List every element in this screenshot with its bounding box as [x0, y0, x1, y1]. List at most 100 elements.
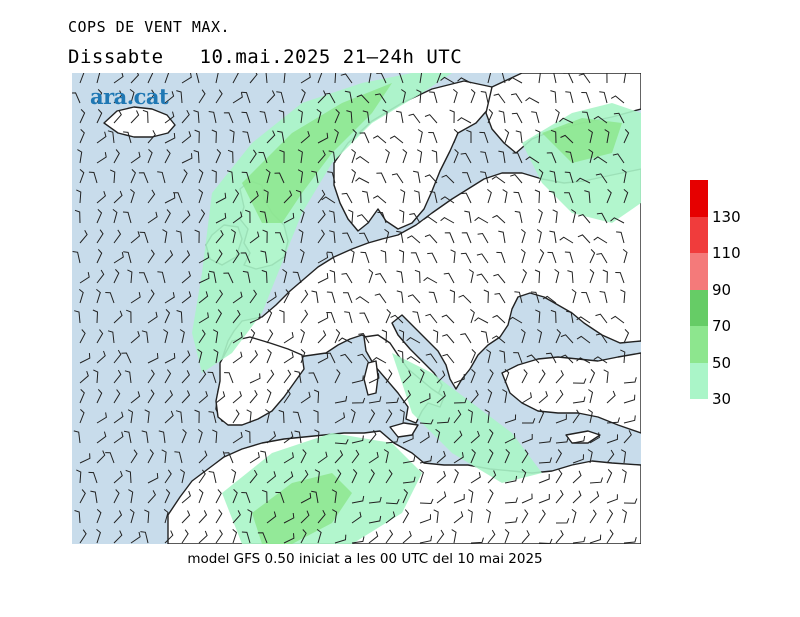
wind-barb	[249, 149, 257, 164]
wind-barb	[606, 494, 618, 504]
wind-barb	[161, 449, 167, 464]
wind-barb	[126, 309, 132, 324]
wind-barb	[130, 449, 138, 464]
wind-barb	[359, 232, 370, 244]
aracat-logo[interactable]: ara.cat	[90, 84, 169, 109]
wind-barb	[396, 230, 404, 244]
wind-barb	[79, 169, 85, 184]
wind-barb	[538, 538, 553, 544]
wind-barb	[589, 249, 596, 264]
wind-barb	[208, 411, 217, 424]
wind-barb	[292, 411, 302, 424]
wind-barb	[283, 289, 290, 304]
wind-barb	[423, 276, 438, 284]
wind-barb	[555, 518, 570, 524]
wind-barb	[620, 349, 626, 364]
wind-barb	[215, 489, 222, 504]
wind-barb	[230, 229, 236, 244]
wind-barb	[462, 172, 472, 184]
wind-barb	[432, 329, 439, 344]
wind-barb	[572, 536, 586, 544]
wind-barb	[504, 414, 517, 424]
wind-barb	[399, 209, 405, 224]
wind-barb	[96, 431, 107, 444]
wind-barb	[515, 130, 523, 144]
wind-barb	[311, 490, 319, 504]
wind-barb	[232, 73, 239, 84]
wind-barb	[260, 450, 268, 464]
wind-barb	[538, 169, 544, 184]
wind-barb	[249, 231, 260, 244]
wind-barb	[508, 77, 523, 84]
wind-barb	[317, 273, 329, 284]
wind-barb	[476, 253, 489, 264]
wind-barb	[521, 369, 528, 384]
wind-barb	[317, 90, 327, 104]
wind-barb	[458, 294, 472, 304]
wind-barb	[511, 93, 523, 104]
wind-barb	[470, 390, 479, 404]
wind-barb	[300, 391, 311, 404]
wind-barb	[181, 529, 189, 544]
wind-barb	[211, 129, 217, 144]
wind-barb	[412, 311, 421, 324]
wind-barb	[79, 389, 85, 404]
wind-barb	[181, 429, 187, 444]
wind-barb	[113, 431, 124, 444]
wind-barb	[491, 175, 506, 184]
wind-barb	[560, 354, 574, 364]
wind-barb	[242, 131, 251, 144]
wind-barb	[79, 353, 91, 364]
wind-barb	[140, 531, 149, 544]
wind-barb	[164, 489, 171, 504]
wind-barb	[606, 434, 618, 444]
wind-barb	[300, 309, 309, 324]
legend-label-30: 30	[712, 390, 732, 408]
wind-barb	[362, 110, 370, 124]
wind-barb	[424, 174, 438, 184]
wind-barb	[194, 409, 200, 424]
wind-barb	[164, 149, 171, 164]
wind-barb	[385, 469, 393, 484]
wind-barb	[538, 509, 546, 524]
wind-barb	[215, 212, 227, 224]
wind-barb	[359, 132, 370, 144]
wind-barb	[283, 512, 295, 524]
wind-barb	[79, 489, 86, 504]
wind-barb	[461, 232, 472, 244]
wind-barb	[276, 91, 285, 104]
wind-barb	[429, 91, 438, 104]
wind-barb	[419, 419, 434, 425]
wind-barb	[468, 489, 474, 504]
wind-barb	[123, 251, 132, 264]
wind-barb	[79, 409, 85, 424]
wind-barb	[79, 370, 89, 384]
wind-barb	[416, 89, 422, 104]
wind-barb	[283, 431, 294, 444]
wind-barb	[96, 289, 101, 304]
wind-barb	[419, 514, 431, 524]
wind-barb	[249, 190, 259, 204]
wind-barb	[198, 391, 208, 404]
wind-barb	[329, 230, 336, 244]
wind-barb	[198, 312, 209, 324]
wind-barb	[620, 449, 627, 464]
wind-barb	[297, 149, 303, 164]
wind-barb	[538, 436, 552, 444]
wind-barb	[275, 491, 285, 504]
wind-barb	[521, 269, 527, 284]
wind-barb	[241, 111, 251, 124]
wind-barb	[461, 192, 472, 204]
forecast-time: Dissabte 10.mai.2025 21–24h UTC	[68, 46, 462, 68]
wind-barb	[546, 152, 557, 164]
wind-barb	[265, 169, 271, 184]
wind-barb	[96, 73, 101, 84]
wind-barb	[130, 189, 135, 204]
wind-barb	[587, 449, 593, 464]
wind-barb	[197, 429, 203, 444]
wind-barb	[402, 433, 414, 444]
wind-barb	[351, 149, 356, 164]
wind-barb	[513, 191, 523, 204]
wind-barb	[74, 510, 81, 524]
wind-barb	[283, 389, 291, 404]
